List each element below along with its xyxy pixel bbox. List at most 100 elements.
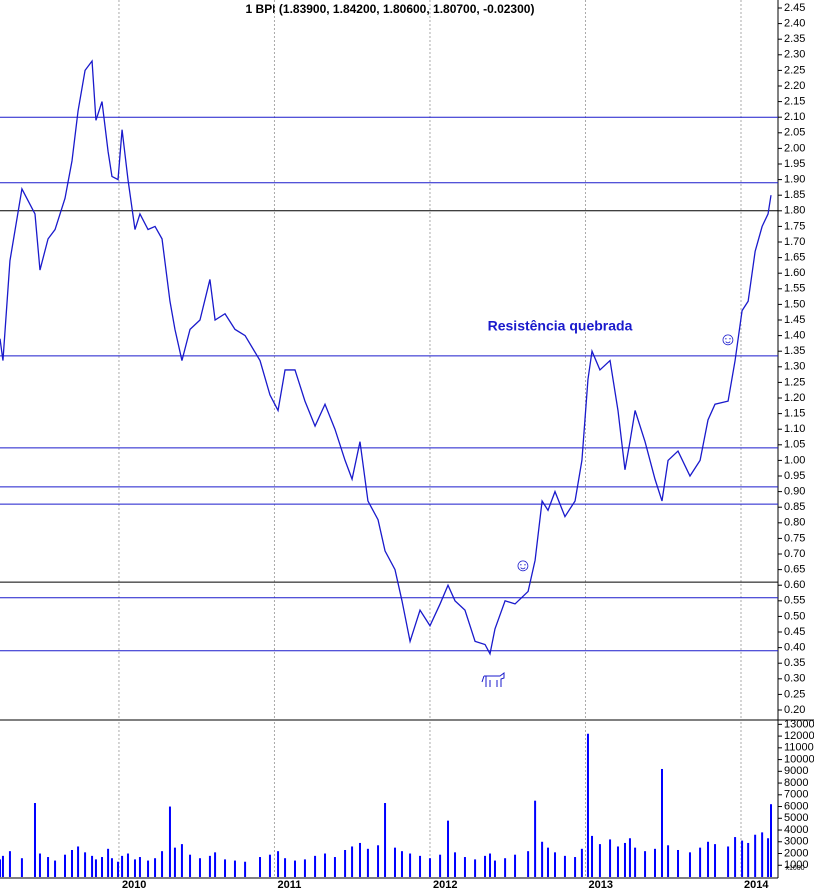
volume-bar <box>84 852 87 877</box>
volume-bar <box>293 860 296 877</box>
volume-bar <box>133 859 136 877</box>
y-tick-label: 1.10 <box>784 423 805 435</box>
volume-bar <box>54 860 57 877</box>
volume-bar <box>126 853 129 877</box>
y-tick-label: 1.45 <box>784 314 805 326</box>
y-tick-label: 1.85 <box>784 189 805 201</box>
volume-bar <box>484 855 487 877</box>
volume-bar <box>770 804 773 877</box>
volume-bar <box>447 820 450 877</box>
volume-bar <box>586 733 589 877</box>
annotation: ☺ <box>719 329 737 349</box>
volume-bar <box>101 857 104 877</box>
volume-bar <box>677 849 680 877</box>
volume-bar <box>147 860 150 877</box>
volume-bar <box>489 853 492 877</box>
volume-bar <box>189 854 192 877</box>
volume-bar <box>504 858 507 877</box>
volume-bar <box>121 855 124 877</box>
y-tick-label: 9000 <box>784 765 808 777</box>
y-tick-label: 0.30 <box>784 673 805 685</box>
cow-icon <box>481 672 505 687</box>
y-tick-label: 7000 <box>784 789 808 801</box>
volume-bar <box>47 857 50 877</box>
y-tick-label: 2.15 <box>784 95 805 107</box>
y-tick-label: 2.20 <box>784 80 805 92</box>
y-tick-label: 2.30 <box>784 49 805 61</box>
y-tick-label: 0.40 <box>784 642 805 654</box>
y-tick-label: 1.40 <box>784 330 805 342</box>
volume-bar <box>107 848 110 877</box>
y-tick-label: 0.85 <box>784 501 805 513</box>
volume-bar <box>303 859 306 877</box>
y-tick-label: 0.65 <box>784 564 805 576</box>
volume-bar <box>463 857 466 877</box>
y-tick-label: 2.25 <box>784 64 805 76</box>
y-tick-label: 1.55 <box>784 283 805 295</box>
y-tick-label: 0.95 <box>784 470 805 482</box>
volume-bar <box>741 840 744 877</box>
volume-bar <box>707 841 710 877</box>
y-tick-label: 1000 <box>784 859 808 871</box>
volume-bar <box>767 838 770 877</box>
y-tick-label: 0.55 <box>784 595 805 607</box>
volume-bar <box>660 768 663 877</box>
volume-bar <box>393 847 396 877</box>
y-tick-label: 1.20 <box>784 392 805 404</box>
volume-bar <box>514 854 517 877</box>
volume-bar <box>117 861 120 877</box>
volume-bar <box>161 851 164 877</box>
y-tick-label: 6000 <box>784 800 808 812</box>
y-tick-label: 1.90 <box>784 174 805 186</box>
volume-bar <box>653 848 656 877</box>
volume-bar <box>628 838 631 877</box>
x-tick-label: 2010 <box>122 879 146 891</box>
volume-bar <box>727 846 730 877</box>
volume-bar <box>580 848 583 877</box>
y-tick-label: 2.00 <box>784 142 805 154</box>
volume-bar <box>598 844 601 877</box>
volume-bar <box>180 844 183 877</box>
volume-bar <box>454 852 457 877</box>
y-tick-label: 10000 <box>784 753 814 765</box>
y-tick-label: 0.50 <box>784 610 805 622</box>
volume-bar <box>333 857 336 877</box>
volume-bar <box>541 841 544 877</box>
y-tick-label: 13000 <box>784 718 814 730</box>
y-tick-label: 0.75 <box>784 532 805 544</box>
y-tick-label: 0.80 <box>784 517 805 529</box>
y-tick-label: 0.25 <box>784 688 805 700</box>
volume-bar <box>366 848 369 877</box>
y-tick-label: 3000 <box>784 836 808 848</box>
volume-bar <box>534 800 537 877</box>
volume-bar <box>734 837 737 877</box>
volume-bar <box>0 859 1 877</box>
volume-bar <box>616 846 619 877</box>
y-tick-label: 0.35 <box>784 657 805 669</box>
volume-bar <box>259 857 262 877</box>
y-tick-label: 1.75 <box>784 220 805 232</box>
volume-bar <box>91 855 94 877</box>
volume-bar <box>1 855 4 877</box>
volume-bar <box>224 859 227 877</box>
volume-bar <box>623 842 626 877</box>
volume-bar <box>64 854 67 877</box>
volume-bar <box>377 845 380 877</box>
chart-title: 1 BPI (1.83900, 1.84200, 1.80600, 1.8070… <box>246 2 535 16</box>
y-tick-label: 1.70 <box>784 236 805 248</box>
y-tick-label: 1.05 <box>784 439 805 451</box>
volume-bar <box>547 847 550 877</box>
volume-bar <box>428 858 431 877</box>
volume-bar <box>94 859 97 877</box>
volume-bar <box>8 851 11 877</box>
annotation: Resistência quebrada <box>488 318 633 334</box>
volume-unit: x1000 <box>785 865 804 872</box>
volume-bar <box>527 851 530 877</box>
volume-bar <box>439 854 442 877</box>
y-tick-label: 2.40 <box>784 17 805 29</box>
x-tick-label: 2011 <box>277 879 301 891</box>
volume-bar <box>344 849 347 877</box>
y-tick-label: 1.25 <box>784 376 805 388</box>
y-tick-label: 1.00 <box>784 454 805 466</box>
volume-bar <box>38 853 41 877</box>
